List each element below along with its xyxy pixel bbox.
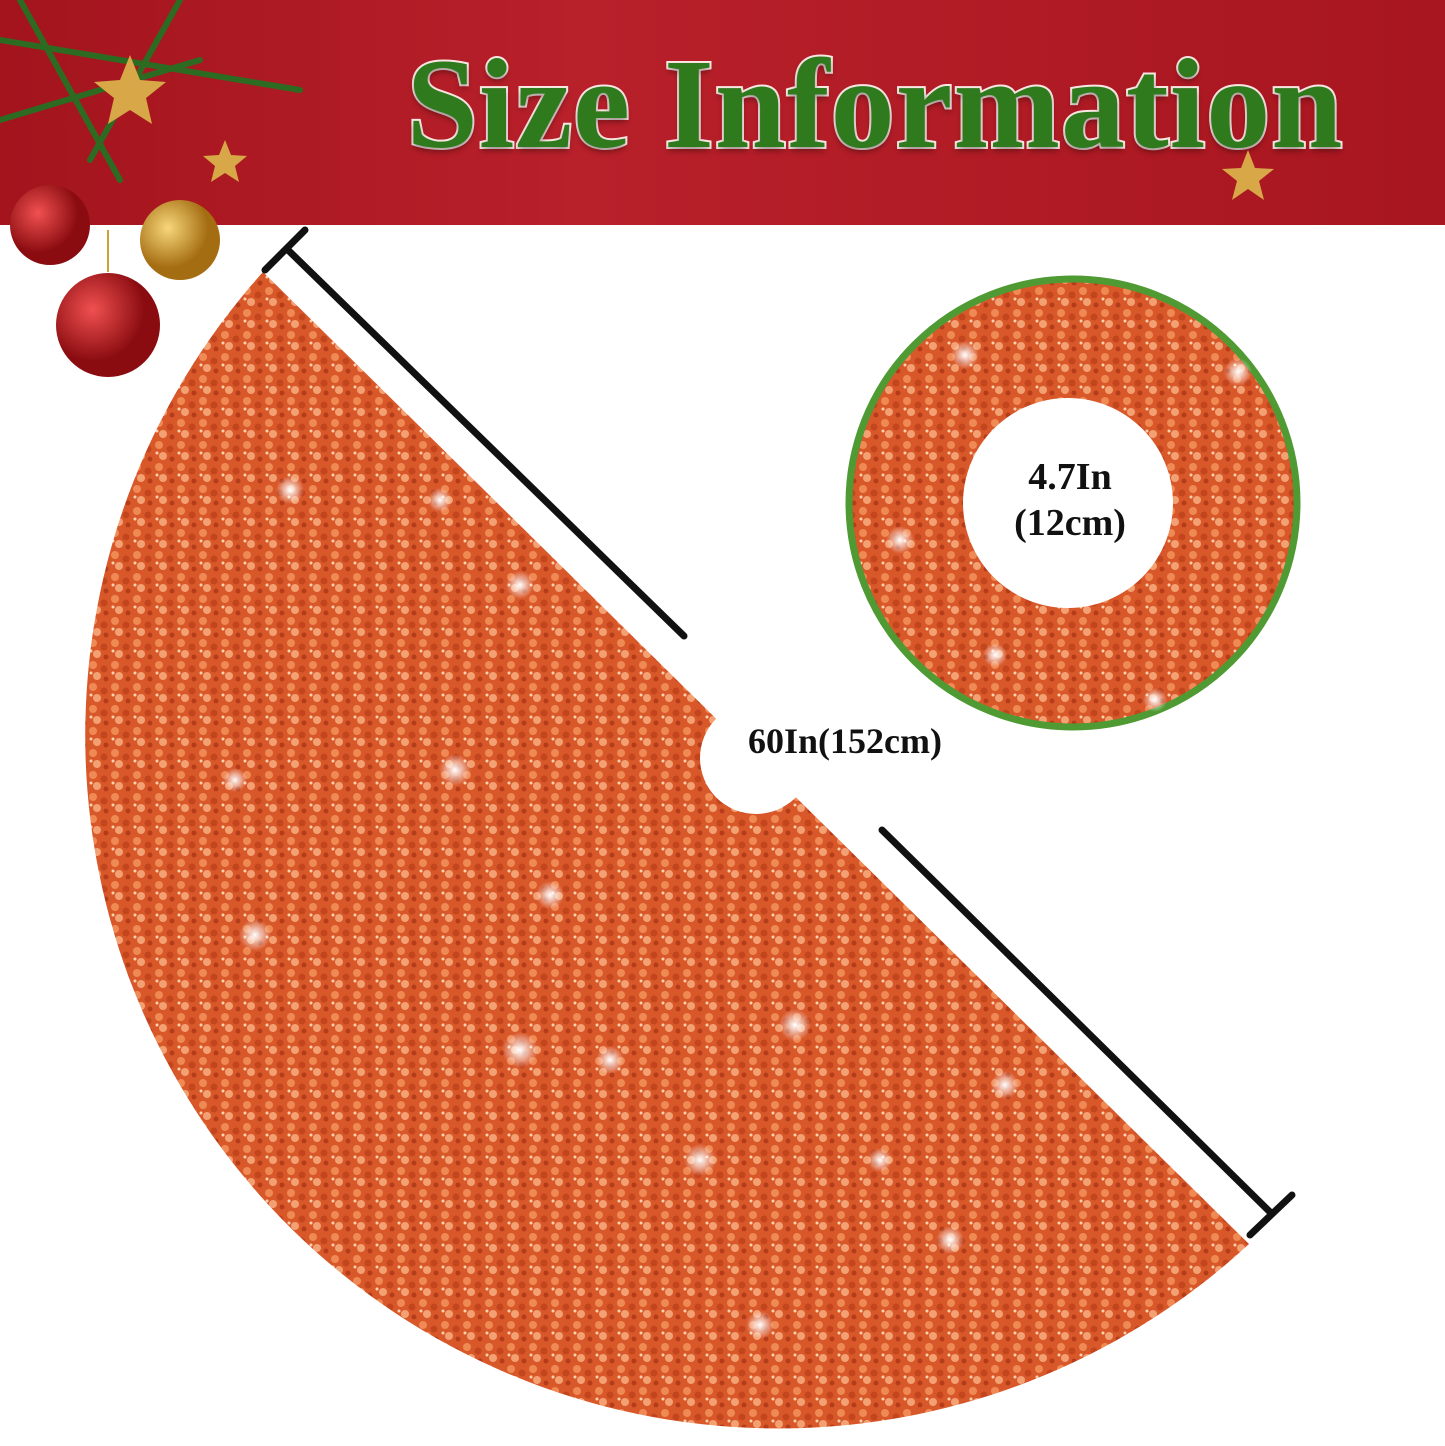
christmas-ornament-icon [10, 185, 220, 377]
hole-diameter-cm: (12cm) [1014, 501, 1126, 544]
hole-diameter-inches: 4.7In [1028, 456, 1112, 498]
dimension-lines [261, 226, 1296, 1239]
diameter-label: 60In(152cm) [748, 721, 942, 761]
star-icon [94, 55, 1274, 200]
tree-skirt-half [85, 272, 1249, 1429]
hole-diameter-label: 4.7In (12cm) [990, 455, 1150, 546]
decorations [0, 0, 1274, 377]
title-banner: Size Information [0, 0, 1445, 225]
banner-title: Size Information [405, 33, 1345, 175]
hole-detail-circle [845, 275, 1301, 731]
